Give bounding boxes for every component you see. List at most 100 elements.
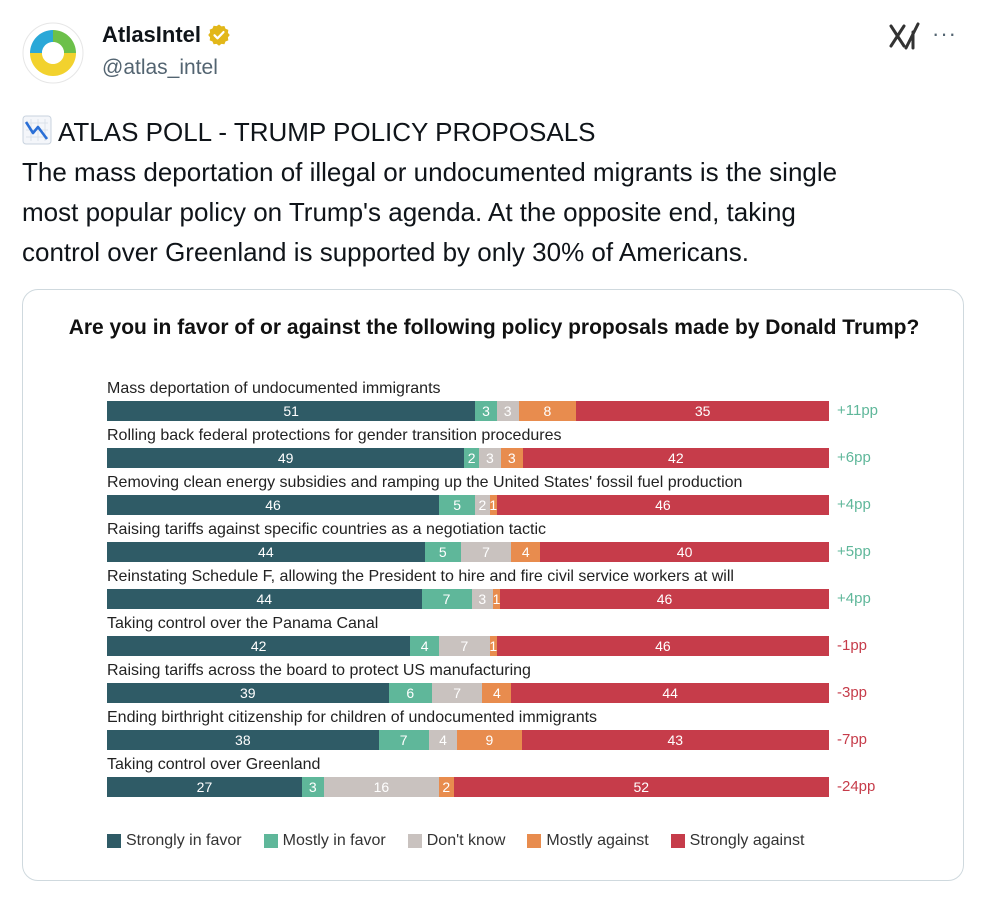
bar-segment-mostly-in-favor: 7 <box>421 589 472 609</box>
bar-segment-mostly-against: 1 <box>492 589 501 609</box>
bar-segment-strongly-in-favor: 38 <box>107 730 379 750</box>
stacked-bar: 27 3 16 2 52 <box>107 777 829 797</box>
bar-segment-strongly-against: 40 <box>540 542 829 562</box>
net-difference-label: +5pp <box>837 543 871 560</box>
bar-segment-mostly-in-favor: 5 <box>424 542 461 562</box>
category-label: Rolling back federal protections for gen… <box>107 427 562 444</box>
bar-segment-strongly-in-favor: 49 <box>107 448 465 468</box>
stacked-bar: 44 5 7 4 40 <box>107 542 829 562</box>
legend-item-mostly-in-favor: Mostly in favor <box>263 832 386 850</box>
author-handle[interactable]: @atlas_intel <box>102 56 218 79</box>
bar-segment-strongly-against: 44 <box>511 683 829 703</box>
bar-segment-dont-know: 3 <box>471 589 493 609</box>
net-difference-label: -1pp <box>837 637 868 654</box>
bar-segment-mostly-against: 3 <box>500 448 523 468</box>
bar-segment-dont-know: 2 <box>475 495 490 515</box>
legend-label: Strongly in favor <box>126 832 242 849</box>
bar-segment-mostly-against: 1 <box>489 495 498 515</box>
bar-segment-mostly-in-favor: 7 <box>378 730 429 750</box>
bar-segment-dont-know: 16 <box>323 777 440 797</box>
tweet-media-image[interactable]: Are you in favor of or against the follo… <box>22 289 964 881</box>
category-label: Ending birthright citizenship for childr… <box>107 709 598 726</box>
stacked-bar: 51 3 3 8 35 <box>107 401 829 421</box>
net-difference-label: +4pp <box>837 590 871 607</box>
bar-segment-mostly-against: 2 <box>439 777 454 797</box>
avatar[interactable] <box>22 22 84 84</box>
bar-segment-mostly-against: 4 <box>482 683 512 703</box>
bar-segment-mostly-against: 9 <box>457 730 522 750</box>
category-label: Taking control over Greenland <box>107 756 321 773</box>
bar-segment-strongly-in-favor: 44 <box>107 542 425 562</box>
net-difference-label: +4pp <box>837 496 871 513</box>
chart-row: Taking control over the Panama Canal 42 4 7… <box>107 615 947 662</box>
tweet-headline: ATLAS POLL - TRUMP POLICY PROPOSALS <box>58 117 596 147</box>
chart-row: Ending birthright citizenship for childr… <box>107 709 947 756</box>
tweet-text-line-4: control over Greenland is supported by o… <box>22 237 749 267</box>
chart-row: Mass deportation of undocumented immigra… <box>107 380 947 427</box>
bar-segment-mostly-in-favor: 3 <box>475 401 497 421</box>
legend-item-mostly-against: Mostly against <box>527 832 649 850</box>
legend-label: Mostly in favor <box>282 832 386 849</box>
chart-row: Raising tariffs against specific countri… <box>107 521 947 568</box>
verified-badge-icon[interactable] <box>207 23 231 47</box>
bar-segment-dont-know: 7 <box>439 636 490 656</box>
bar-segment-strongly-against: 35 <box>576 401 829 421</box>
bar-segment-strongly-against: 43 <box>521 730 829 750</box>
legend-label: Don't know <box>426 832 506 849</box>
bar-segment-strongly-against: 46 <box>496 495 829 515</box>
author-name[interactable]: AtlasIntel <box>102 22 202 47</box>
chart-row: Taking control over Greenland 27 3 16 2 52 -24… <box>107 756 947 803</box>
category-label: Raising tariffs across the board to prot… <box>107 662 531 679</box>
net-difference-label: -24pp <box>837 778 876 795</box>
net-difference-label: -7pp <box>837 731 868 748</box>
bar-segment-dont-know: 4 <box>428 730 458 750</box>
legend-swatch <box>407 834 422 848</box>
bar-segment-strongly-against: 52 <box>453 777 829 797</box>
stacked-bar: 38 7 4 9 43 <box>107 730 829 750</box>
bar-segment-dont-know: 7 <box>431 683 483 703</box>
category-label: Mass deportation of undocumented immigra… <box>107 380 441 397</box>
bar-segment-mostly-in-favor: 6 <box>388 683 432 703</box>
bar-segment-dont-know: 3 <box>478 448 501 468</box>
bar-segment-strongly-in-favor: 44 <box>107 589 422 609</box>
legend-swatch <box>527 834 542 848</box>
tweet-text: ATLAS POLL - TRUMP POLICY PROPOSALS The … <box>22 112 962 272</box>
chart-title: Are you in favor of or against the follo… <box>68 316 920 339</box>
stacked-bar: 46 5 2 1 46 <box>107 495 829 515</box>
atlasintel-logo <box>22 22 84 84</box>
bar-segment-strongly-against: 42 <box>522 448 829 468</box>
stacked-bar: 42 4 7 1 46 <box>107 636 829 656</box>
net-difference-label: +6pp <box>837 449 871 466</box>
chart-row: Reinstating Schedule F, allowing the Pre… <box>107 568 947 615</box>
legend-swatch <box>670 834 685 848</box>
bar-segment-mostly-in-favor: 4 <box>410 636 440 656</box>
category-label: Raising tariffs against specific countri… <box>107 521 547 538</box>
tweet-text-line-2: The mass deportation of illegal or undoc… <box>22 157 838 187</box>
chart-row: Removing clean energy subsidies and ramp… <box>107 474 947 521</box>
chart-rows: Mass deportation of undocumented immigra… <box>107 380 947 803</box>
bar-segment-mostly-in-favor: 3 <box>301 777 324 797</box>
legend-item-strongly-against: Strongly against <box>670 832 804 850</box>
stacked-bar: 39 6 7 4 44 <box>107 683 829 703</box>
more-icon[interactable]: ··· <box>932 21 957 46</box>
tweet-text-line-3: most popular policy on Trump's agenda. A… <box>22 197 796 227</box>
net-difference-label: +11pp <box>837 402 879 419</box>
bar-segment-dont-know: 3 <box>496 401 519 421</box>
bar-segment-strongly-against: 46 <box>500 589 829 609</box>
net-difference-label: -3pp <box>837 684 868 701</box>
bar-segment-strongly-in-favor: 42 <box>107 636 411 656</box>
bar-segment-mostly-in-favor: 2 <box>464 448 479 468</box>
category-label: Taking control over the Panama Canal <box>107 615 379 632</box>
bar-segment-mostly-against: 8 <box>518 401 577 421</box>
bar-segment-strongly-in-favor: 39 <box>107 683 389 703</box>
grok-icon[interactable] <box>888 22 922 50</box>
category-label: Reinstating Schedule F, allowing the Pre… <box>107 568 734 585</box>
legend-item-strongly-in-favor: Strongly in favor <box>107 832 242 850</box>
bar-segment-mostly-in-favor: 5 <box>439 495 476 515</box>
bar-segment-dont-know: 7 <box>460 542 512 562</box>
bar-segment-mostly-against: 4 <box>511 542 541 562</box>
chart-row: Raising tariffs across the board to prot… <box>107 662 947 709</box>
category-label: Removing clean energy subsidies and ramp… <box>107 474 743 491</box>
chart-row: Rolling back federal protections for gen… <box>107 427 947 474</box>
author-name-row[interactable]: AtlasIntel <box>102 22 231 48</box>
